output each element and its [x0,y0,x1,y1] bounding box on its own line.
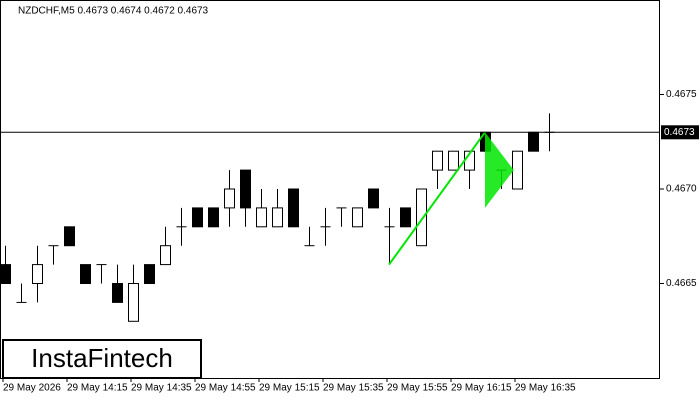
candle-body [160,245,171,266]
candle-body [416,188,427,247]
candle-body [432,150,443,171]
candle-body [64,226,75,247]
x-tick-label: 29 May 14:55 [195,383,256,394]
logo-box [2,339,202,379]
flag-pole [388,131,486,266]
x-tick-label: 29 May 15:35 [323,383,384,394]
y-tick-label: 0.4670 [666,184,697,195]
pennant [485,132,514,208]
candle-body [272,207,283,228]
y-tick-label: 0.4675 [666,89,697,100]
candle-body [128,283,139,322]
current-price-label: 0.4673 [664,127,695,138]
x-tick-label: 29 May 15:15 [259,383,320,394]
x-tick-label: 29 May 15:55 [387,383,448,394]
candle-body [32,264,43,285]
candle-body [208,207,219,228]
candle-body [256,207,267,228]
candle-body [240,169,251,209]
plot-frame [0,0,660,379]
x-tick-label: 29 May 16:15 [451,383,512,394]
candle-body [400,207,411,228]
candle-body [192,207,203,228]
candle-body [448,150,459,171]
x-tick-label: 29 May 14:35 [131,383,192,394]
candle-body [144,264,155,285]
candle-body [368,188,379,209]
candle-body [112,283,123,303]
candle-body [512,150,523,190]
current-price-box [661,125,699,140]
x-tick-label: 29 May 16:35 [515,383,576,394]
candle-body [528,131,539,152]
chart-title: NZDCHF,M5 0.4673 0.4674 0.4672 0.4673 [18,6,209,17]
x-tick-label: 29 May 2026 [3,383,61,394]
candle-body [224,188,235,209]
candle-body [80,264,91,285]
y-tick-label: 0.4665 [666,278,697,289]
x-tick-label: 29 May 14:15 [67,383,128,394]
logo: InstaFintech [31,343,173,373]
candle-body [352,207,363,228]
candle-body [288,188,299,228]
candle-body [0,264,11,285]
